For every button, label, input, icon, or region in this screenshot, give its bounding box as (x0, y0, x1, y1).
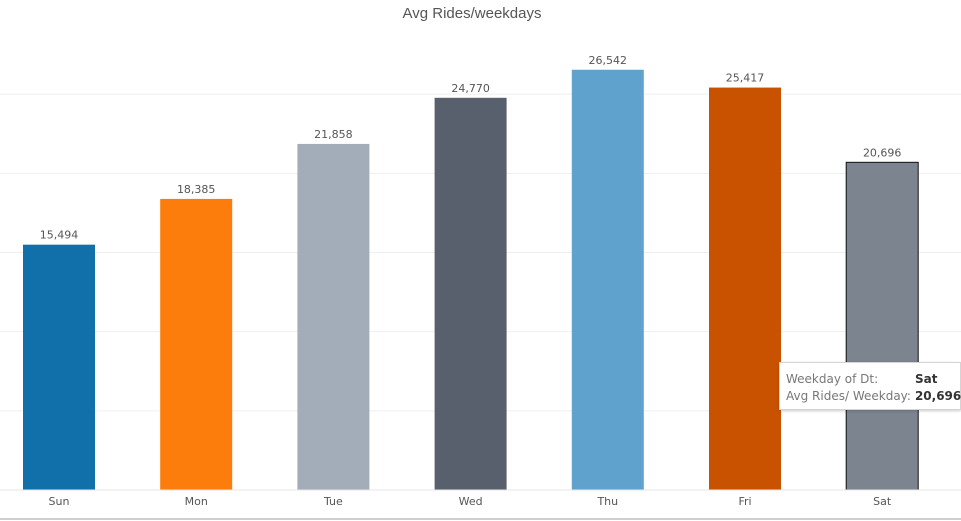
x-tick-labels: Sun Mon Tue Wed Thu Fri Sat (49, 495, 892, 508)
x-tick-label-fri: Fri (738, 495, 751, 508)
bar-value-label-fri: 25,417 (726, 72, 765, 85)
bar-value-label-sun: 15,494 (40, 229, 79, 242)
bar-value-label-wed: 24,770 (451, 82, 490, 95)
bars (23, 69, 919, 491)
bar-tue[interactable] (297, 143, 370, 491)
bar-value-label-thu: 26,542 (589, 54, 628, 67)
bar-wed[interactable] (434, 97, 507, 490)
tooltip-row-weekday: Weekday of Dt: Sat (786, 371, 960, 388)
x-tick-label-thu: Thu (596, 495, 618, 508)
bar-value-label-mon: 18,385 (177, 183, 216, 196)
bar-value-label-tue: 21,858 (314, 128, 353, 141)
tooltip-key-weekday: Weekday of Dt: (786, 372, 879, 386)
x-tick-label-wed: Wed (459, 495, 483, 508)
bar-mon[interactable] (160, 198, 233, 490)
bar-thu[interactable] (571, 69, 644, 491)
bar-sat[interactable] (845, 161, 919, 491)
tooltip: Weekday of Dt: Sat Avg Rides/ Weekday: 2… (779, 362, 961, 410)
chart-title: Avg Rides/weekdays (402, 5, 542, 22)
tooltip-key-avg: Avg Rides/ Weekday: (786, 389, 911, 403)
tooltip-value-weekday: Sat (915, 372, 938, 386)
x-tick-label-tue: Tue (323, 495, 343, 508)
tooltip-row-avg: Avg Rides/ Weekday: 20,696 (786, 388, 961, 405)
bar-fri[interactable] (709, 87, 781, 491)
tooltip-value-avg: 20,696 (914, 389, 961, 403)
bar-sun[interactable] (23, 244, 95, 490)
x-tick-label-sat: Sat (873, 495, 892, 508)
x-tick-label-mon: Mon (185, 495, 208, 508)
bar-value-labels: 15,494 18,385 21,858 24,770 26,542 25,417 20,6… (40, 54, 902, 242)
bar-value-label-sat: 20,696 (863, 146, 902, 159)
x-tick-label-sun: Sun (49, 495, 70, 508)
